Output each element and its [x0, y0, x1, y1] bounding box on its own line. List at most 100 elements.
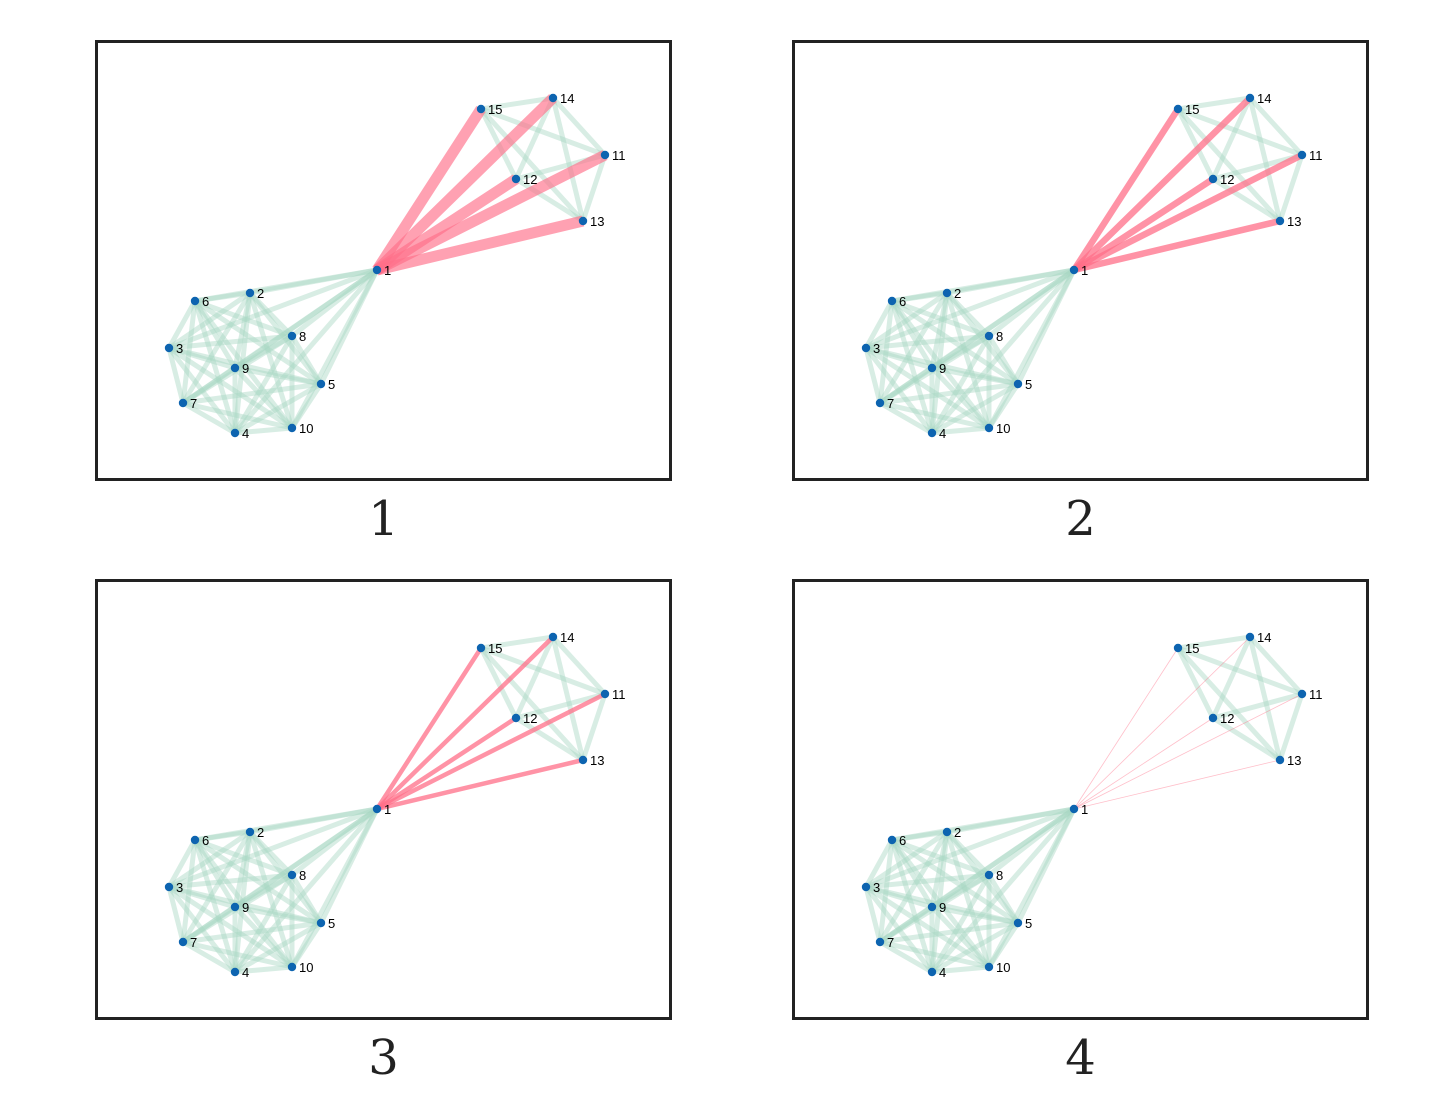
- edge-5-9: [232, 904, 324, 926]
- edge-5-8: [986, 872, 1021, 926]
- node-label-13: 13: [590, 753, 604, 768]
- node-label-2: 2: [257, 825, 264, 840]
- edge-1-5: [1015, 806, 1077, 926]
- edge-1-6: [192, 806, 380, 843]
- edge-1-2: [247, 806, 380, 835]
- edge-3-6: [863, 837, 895, 890]
- edge-2-4: [232, 290, 253, 436]
- edge-2-7: [180, 290, 253, 406]
- node-2: [245, 288, 255, 298]
- bridge-edge-1-13: [1073, 217, 1281, 274]
- edge-1-2: [247, 267, 380, 296]
- edge-2-3: [166, 829, 253, 890]
- edge-12-13: [513, 176, 586, 224]
- bridge-edges: [375, 635, 607, 812]
- edge-11-14: [550, 95, 608, 158]
- node-label-1: 1: [384, 263, 391, 278]
- edge-6-7: [180, 837, 198, 945]
- edge-2-4: [929, 829, 950, 975]
- edge-7-10: [180, 939, 295, 970]
- edge-11-12: [513, 691, 608, 721]
- edge-3-4: [863, 345, 935, 436]
- edge-9-10: [232, 904, 295, 970]
- node-label-13: 13: [590, 214, 604, 229]
- graph-panel-3: 1 2 3 4 5 6 7 8 9 10 11 12 13 14 15: [95, 579, 672, 1020]
- edge-13-14: [1247, 634, 1283, 763]
- node-label-15: 15: [488, 102, 502, 117]
- bridge-edge-1-14: [1071, 95, 1253, 273]
- node-label-12: 12: [1220, 711, 1234, 726]
- node-label-4: 4: [242, 426, 249, 441]
- edge-4-6: [889, 298, 935, 436]
- edge-1-4: [232, 806, 380, 975]
- edge-12-14: [513, 634, 556, 721]
- node-7: [875, 937, 885, 947]
- edge-2-7: [877, 829, 950, 945]
- edge-11-14: [1247, 634, 1305, 697]
- edge-4-7: [180, 939, 238, 975]
- edge-12-13: [1210, 176, 1283, 224]
- edge-3-10: [863, 884, 992, 970]
- edge-1-9: [929, 267, 1077, 371]
- edge-2-5: [247, 829, 324, 926]
- node-label-13: 13: [1287, 214, 1301, 229]
- edge-11-15: [478, 106, 608, 158]
- node-6: [887, 296, 897, 306]
- edge-6-10: [889, 837, 992, 970]
- node-12: [1208, 174, 1218, 184]
- edge-5-6: [192, 837, 324, 926]
- edge-2-10: [944, 290, 992, 431]
- edge-13-15: [478, 106, 586, 224]
- edge-2-3: [863, 290, 950, 351]
- edge-3-8: [863, 333, 992, 351]
- node-13: [578, 216, 588, 226]
- edge-2-5: [247, 290, 324, 387]
- node-label-8: 8: [996, 329, 1003, 344]
- edges: [863, 95, 1305, 436]
- edge-1-9: [232, 806, 380, 910]
- edge-6-9: [889, 298, 935, 371]
- edge-1-2: [944, 806, 1077, 835]
- edge-12-13: [1210, 715, 1283, 763]
- edge-4-5: [929, 381, 1021, 436]
- edge-3-9: [166, 345, 238, 371]
- node-7: [875, 398, 885, 408]
- edge-3-10: [166, 884, 295, 970]
- edge-4-10: [232, 964, 295, 975]
- edge-6-7: [877, 298, 895, 406]
- edge-12-15: [1175, 106, 1216, 182]
- node-label-14: 14: [1257, 91, 1271, 106]
- edge-7-10: [877, 400, 992, 431]
- edge-1-8: [986, 806, 1077, 878]
- node-label-12: 12: [523, 172, 537, 187]
- bridge-edge-1-11: [375, 691, 607, 812]
- node-label-9: 9: [242, 361, 249, 376]
- edge-2-7: [180, 829, 253, 945]
- edge-1-10: [289, 267, 380, 431]
- edge-7-9: [877, 365, 935, 406]
- node-12: [1208, 713, 1218, 723]
- node-label-2: 2: [257, 286, 264, 301]
- edge-6-7: [180, 298, 198, 406]
- node-label-13: 13: [1287, 753, 1301, 768]
- node-11: [600, 689, 610, 699]
- node-10: [287, 962, 297, 972]
- edge-13-15: [1175, 106, 1283, 224]
- edge-6-9: [889, 837, 935, 910]
- edge-1-3: [863, 806, 1077, 890]
- edges: [166, 634, 608, 975]
- node-label-3: 3: [176, 880, 183, 895]
- node-label-5: 5: [328, 916, 335, 931]
- node-15: [1173, 104, 1183, 114]
- edge-11-15: [1175, 106, 1305, 158]
- node-label-8: 8: [996, 868, 1003, 883]
- node-label-10: 10: [996, 960, 1010, 975]
- node-label-9: 9: [939, 900, 946, 915]
- edge-13-14: [550, 634, 586, 763]
- edge-5-9: [232, 365, 324, 387]
- node-10: [287, 423, 297, 433]
- edge-11-13: [1277, 691, 1305, 763]
- node-9: [927, 363, 937, 373]
